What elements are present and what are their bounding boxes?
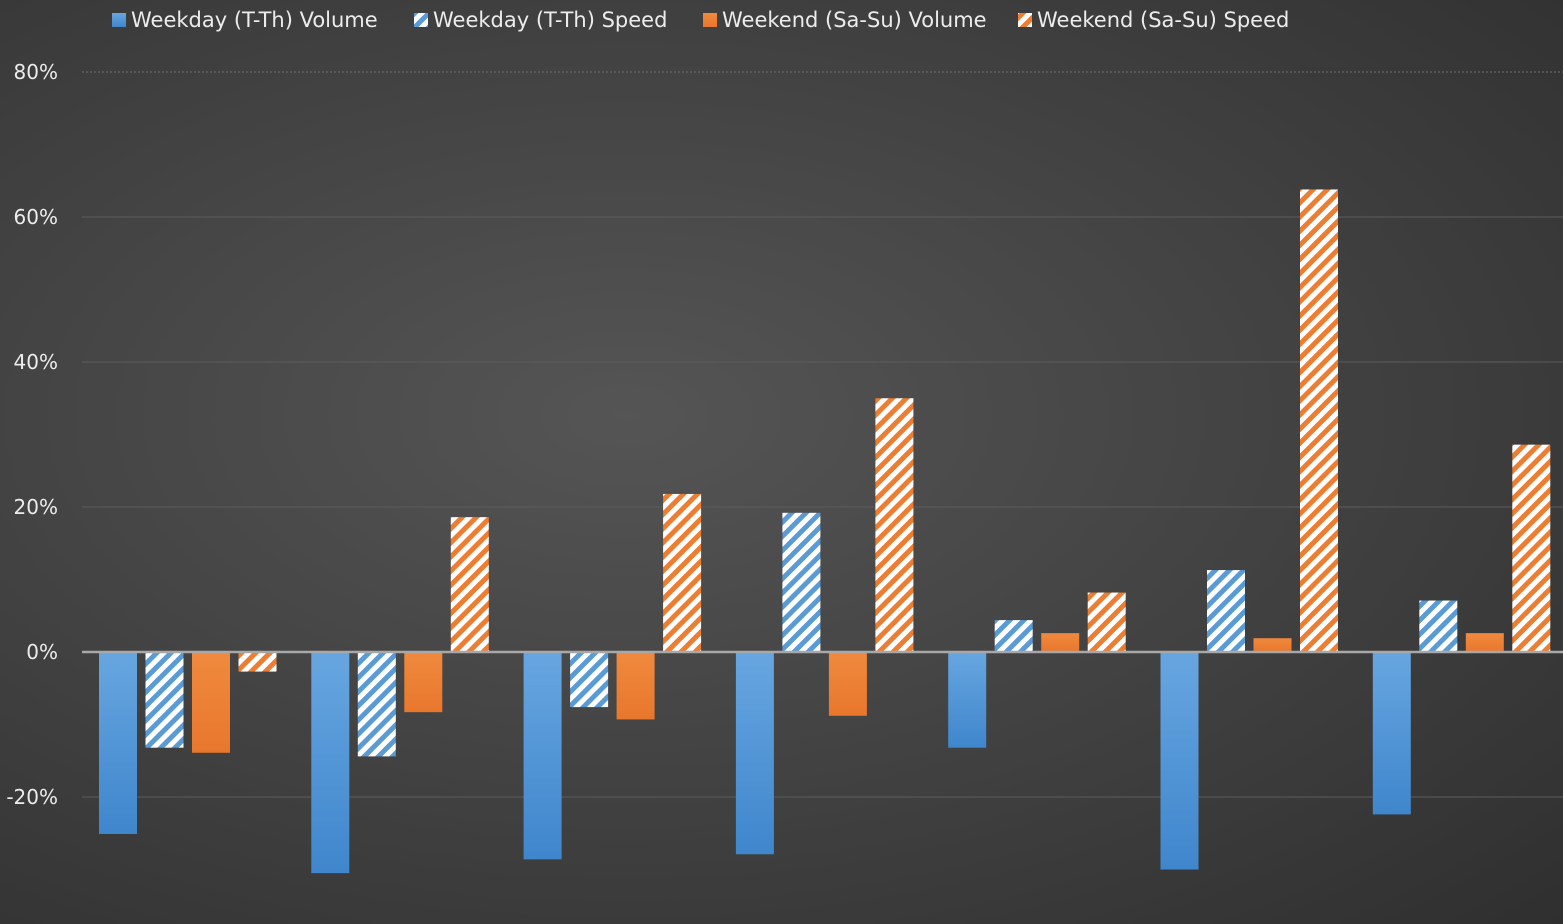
y-tick-label: -20% <box>6 785 58 809</box>
bars-group <box>99 189 1551 874</box>
chart-legend: Weekday (T-Th) Volume Weekday (T-Th) Spee… <box>112 8 1289 32</box>
bar-weekday-t-th-volume-4 <box>735 652 774 855</box>
bar-weekend-sa-su-speed-5 <box>1087 592 1126 652</box>
legend-label: Weekend (Sa-Su) Speed <box>1037 8 1289 32</box>
y-axis: 80% 60% 40% 20% 0% -20% <box>6 60 58 809</box>
bar-weekday-t-th-volume-2 <box>311 652 350 874</box>
y-tick-label: 40% <box>14 350 58 374</box>
legend-swatch <box>112 13 126 27</box>
bar-weekday-t-th-speed-1 <box>145 652 184 748</box>
bar-weekend-sa-su-speed-4 <box>875 398 914 652</box>
bar-weekday-t-th-speed-6 <box>1207 570 1245 652</box>
bar-weekday-t-th-speed-3 <box>570 652 609 708</box>
legend-swatch <box>1018 13 1032 27</box>
gridlines <box>82 71 1563 798</box>
y-tick-label: 0% <box>26 640 58 664</box>
bar-weekday-t-th-volume-5 <box>948 652 987 748</box>
bar-weekday-t-th-speed-2 <box>357 652 396 757</box>
y-tick-label: 20% <box>14 495 58 519</box>
bar-weekend-sa-su-speed-7 <box>1512 444 1551 652</box>
bar-weekend-sa-su-speed-2 <box>450 517 489 652</box>
bar-weekend-sa-su-volume-2 <box>404 652 443 713</box>
bar-weekday-t-th-speed-7 <box>1419 600 1458 652</box>
legend-item-2: Weekday (T-Th) Speed <box>414 8 667 32</box>
bar-weekend-sa-su-speed-6 <box>1300 189 1338 652</box>
legend-label: Weekend (Sa-Su) Volume <box>722 8 987 32</box>
legend-swatch <box>414 13 428 27</box>
bar-weekday-t-th-volume-6 <box>1160 652 1199 870</box>
bar-weekend-sa-su-volume-6 <box>1253 638 1292 652</box>
bar-weekday-t-th-volume-7 <box>1372 652 1411 815</box>
bar-weekend-sa-su-volume-4 <box>828 652 867 716</box>
legend-item-3: Weekend (Sa-Su) Volume <box>703 8 987 32</box>
bar-weekday-t-th-speed-4 <box>782 512 821 652</box>
y-tick-label: 80% <box>14 60 58 84</box>
bar-weekend-sa-su-volume-5 <box>1041 633 1080 652</box>
legend-swatch <box>703 13 717 27</box>
legend-label: Weekday (T-Th) Volume <box>131 8 378 32</box>
bar-weekday-t-th-volume-1 <box>99 652 137 834</box>
bar-weekend-sa-su-volume-1 <box>192 652 230 753</box>
bar-weekend-sa-su-speed-1 <box>238 652 277 672</box>
legend-item-4: Weekend (Sa-Su) Speed <box>1018 8 1289 32</box>
bar-weekend-sa-su-speed-3 <box>663 493 702 652</box>
bar-weekend-sa-su-volume-7 <box>1465 633 1504 652</box>
bar-weekend-sa-su-volume-3 <box>616 652 655 720</box>
y-tick-label: 60% <box>14 205 58 229</box>
legend-item-1: Weekday (T-Th) Volume <box>112 8 378 32</box>
legend-label: Weekday (T-Th) Speed <box>433 8 667 32</box>
bar-weekday-t-th-volume-3 <box>523 652 562 860</box>
bar-weekday-t-th-speed-5 <box>994 620 1033 652</box>
